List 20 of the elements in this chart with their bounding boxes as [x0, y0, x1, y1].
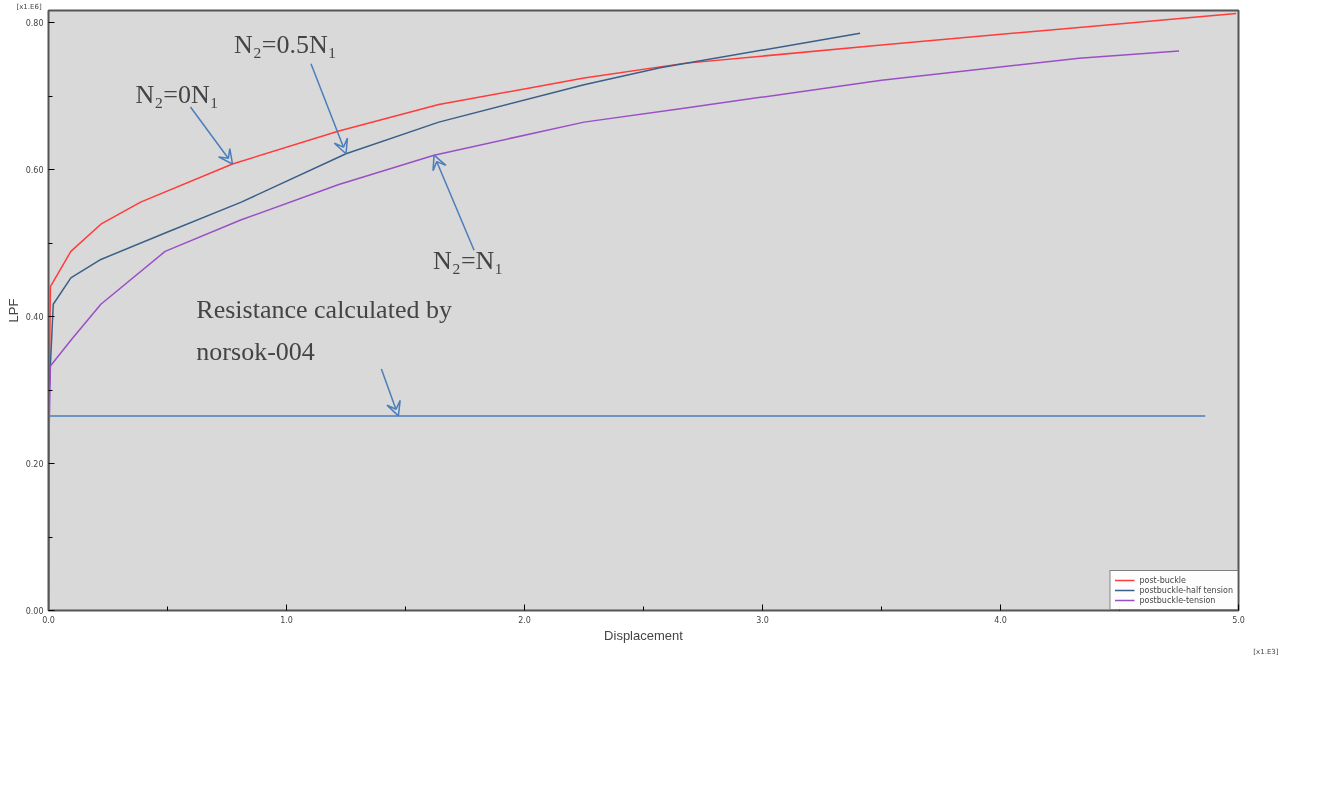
legend-label: post-buckle [1139, 575, 1186, 585]
x-tick-label: 3.0 [756, 615, 769, 625]
x-tick-label: 2.0 [518, 615, 531, 625]
x-tick-label: 0.0 [42, 615, 55, 625]
annotation: N₂=0N₁ [135, 79, 219, 109]
y-axis-title: LPF [5, 298, 21, 323]
x-tick-label: 5.0 [1232, 615, 1245, 625]
legend-label: postbuckle-half tension [1139, 585, 1233, 595]
y-tick-label: 0.60 [25, 166, 44, 176]
x-tick-label: 4.0 [994, 615, 1007, 625]
y-tick-label: 0.80 [25, 19, 44, 29]
legend-label: postbuckle-tension [1139, 595, 1216, 605]
y-tick-label: 0.20 [25, 460, 44, 470]
annotation: N₂=N₁ [433, 246, 504, 276]
x-axis-title: Displacement [604, 627, 684, 643]
annotation: Resistance calculated by norsok-004 [196, 294, 452, 366]
y-tick-label: 0.00 [25, 607, 44, 616]
y-tick-label: 0.40 [25, 313, 44, 323]
x-tick-label: 1.0 [280, 615, 293, 625]
annotation: N₂=0.5N₁ [234, 29, 337, 59]
